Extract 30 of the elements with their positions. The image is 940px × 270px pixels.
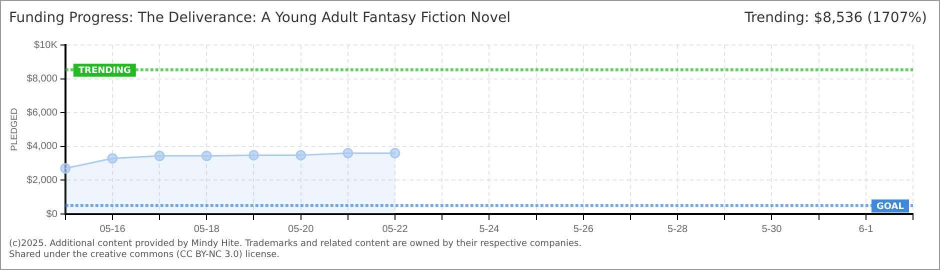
x-tick-label: 05-20 [288, 224, 314, 235]
chart-subtitle: Trending: $8,536 (1707%) [744, 10, 927, 26]
y-tick-label: $0 [46, 208, 58, 220]
point [248, 150, 259, 160]
chart-title: Funding Progress: The Deliverance: A Young Adult Fantasy Fiction Novel [9, 10, 510, 26]
x-tick-label: 05-18 [194, 224, 220, 235]
point [201, 150, 212, 162]
x-tick-label: 5-26 [573, 224, 594, 235]
y-tick-label: $2,000 [26, 174, 58, 186]
y-axis-title: PLEDGED [8, 107, 19, 152]
point [296, 150, 306, 160]
text: (c)2025. Additional content provided by Mindy Hite. Trademarks and related content are owned by their respective companies. [9, 239, 582, 250]
y-tick-label: $4,000 [26, 141, 58, 152]
point [390, 148, 400, 158]
ref-line-label: TRENDING [78, 66, 131, 76]
point [342, 148, 354, 158]
text: Shared under the creative commons (CC BY-NC 3.0) license. [9, 250, 281, 261]
x-tick-label: 5-28 [668, 224, 688, 235]
point [60, 163, 71, 174]
x-tick-label: 5-24 [479, 224, 500, 235]
x-tick-label: 05-16 [100, 224, 126, 235]
x-tick-label: 5-30 [762, 224, 782, 235]
ref-line-label: GOAL [876, 202, 904, 212]
y-tick-label: $10K [34, 40, 58, 51]
x-tick-label: 05-22 [382, 224, 408, 235]
y-tick-label: $8,000 [26, 74, 58, 85]
x-tick-label: 6-1 [858, 224, 874, 235]
point [107, 153, 118, 164]
point [154, 150, 165, 162]
y-tick-label: $6,000 [26, 107, 58, 118]
